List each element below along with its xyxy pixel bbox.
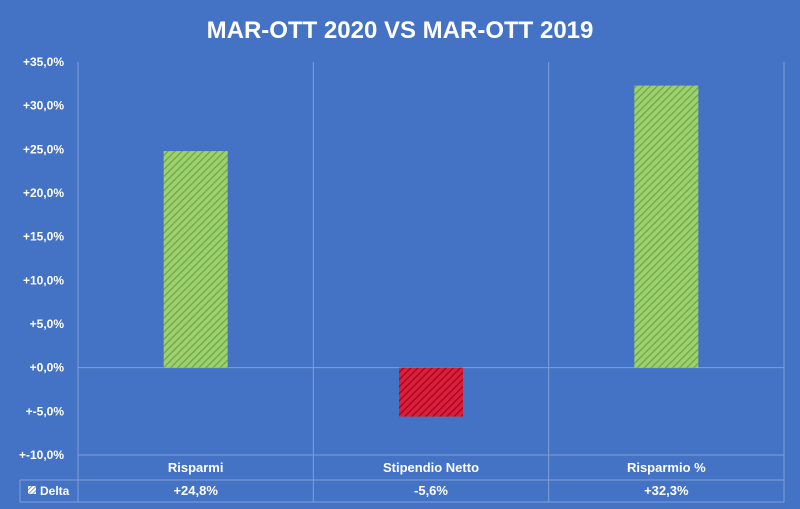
legend-swatch [28,486,36,494]
y-tick-label: +5,0% [30,317,65,331]
y-tick-label: +35,0% [23,55,64,69]
data-table: Risparmi Stipendio Netto Risparmio % +24,8%… [28,460,706,498]
y-tick-label: +25,0% [23,142,64,156]
y-tick-label: +10,0% [23,273,64,287]
category-label: Risparmi [168,460,224,475]
y-tick-label: +15,0% [23,230,64,244]
bar [634,85,699,368]
y-axis: +35,0% +30,0% +25,0% +20,0% +15,0% +10,0% +5,0… [19,55,64,462]
data-label: +24,8% [173,483,218,498]
category-label: Risparmio % [627,460,706,475]
y-tick-label: +-5,0% [26,404,65,418]
data-label: -5,6% [414,483,448,498]
bar [163,151,228,368]
y-tick-label: +0,0% [30,361,65,375]
category-label: Stipendio Netto [383,460,479,475]
y-tick-label: +20,0% [23,186,64,200]
bars [163,85,699,417]
y-tick-label: +30,0% [23,99,64,113]
legend-label: Delta [40,484,70,498]
bar [399,367,463,417]
y-tick-label: +-10,0% [19,448,64,462]
data-label: +32,3% [644,483,689,498]
chart-title: MAR-OTT 2020 VS MAR-OTT 2019 [207,17,594,44]
